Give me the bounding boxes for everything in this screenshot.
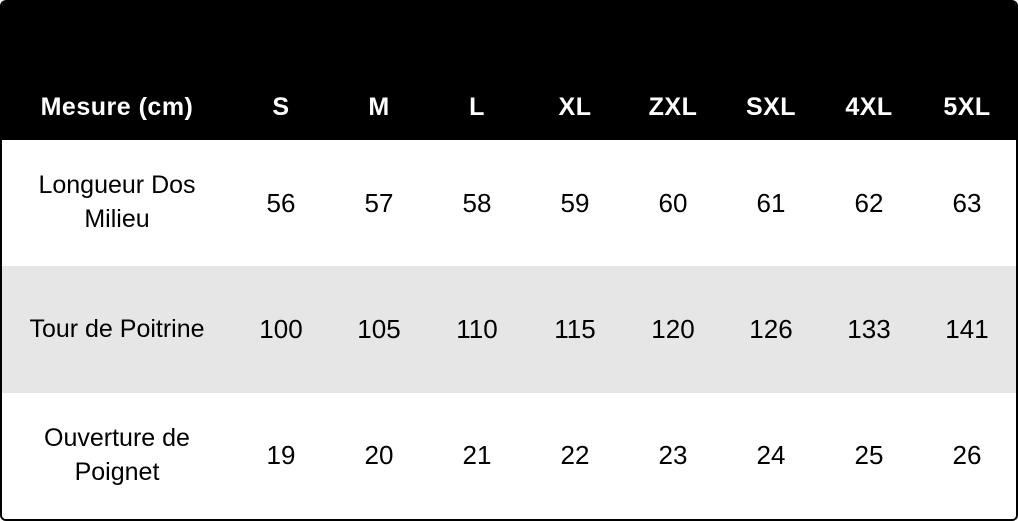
value-cell: 141 bbox=[945, 313, 989, 344]
header-cell-size-4xl: 4XL bbox=[845, 93, 893, 121]
table-row-back-length: Longueur Dos Milieu 56 57 58 59 60 61 62… bbox=[2, 140, 1016, 267]
value-cell: 25 bbox=[854, 440, 884, 471]
value-cell: 20 bbox=[364, 440, 394, 471]
header-cell-size-l: L bbox=[469, 93, 485, 121]
value-cell: 59 bbox=[560, 187, 590, 218]
value-cell: 19 bbox=[266, 440, 296, 471]
value-cell: 120 bbox=[651, 313, 695, 344]
value-cell: 100 bbox=[259, 313, 303, 344]
header-cell-measure: Mesure (cm) bbox=[40, 93, 194, 121]
value-cell: 62 bbox=[854, 187, 884, 218]
header-cell-size-2xl: ZXL bbox=[648, 93, 698, 121]
value-cell: 58 bbox=[462, 187, 492, 218]
value-cell: 26 bbox=[952, 440, 982, 471]
value-cell: 57 bbox=[364, 187, 394, 218]
header-cell-size-3xl: SXL bbox=[745, 93, 797, 121]
value-cell: 60 bbox=[658, 187, 688, 218]
value-cell: 110 bbox=[456, 313, 498, 344]
header-cell-size-s: S bbox=[272, 93, 290, 121]
table-row-chest: Tour de Poitrine 100 105 110 115 120 126… bbox=[2, 266, 1016, 393]
table-header-row: Mesure (cm) S M L XL ZXL SXL 4XL 5XL bbox=[2, 0, 1016, 140]
value-cell: 24 bbox=[756, 440, 786, 471]
value-cell: 126 bbox=[749, 313, 793, 344]
value-cell: 105 bbox=[357, 313, 401, 344]
row-label: Longueur Dos Milieu bbox=[38, 171, 196, 234]
value-cell: 133 bbox=[847, 313, 891, 344]
value-cell: 56 bbox=[266, 187, 296, 218]
header-cell-size-xl: XL bbox=[558, 93, 592, 121]
value-cell: 63 bbox=[952, 187, 982, 218]
value-cell: 22 bbox=[560, 440, 590, 471]
header-cell-size-m: M bbox=[368, 93, 390, 121]
header-cell-size-5xl: 5XL bbox=[943, 93, 991, 121]
row-label: Tour de Poitrine bbox=[29, 314, 205, 343]
table-row-cuff: Ouverture de Poignet 19 20 21 22 23 24 2… bbox=[2, 392, 1016, 519]
row-label: Ouverture de Poignet bbox=[44, 424, 190, 486]
value-cell: 61 bbox=[756, 187, 786, 218]
value-cell: 115 bbox=[554, 313, 596, 344]
value-cell: 21 bbox=[462, 440, 492, 471]
value-cell: 23 bbox=[658, 440, 688, 471]
